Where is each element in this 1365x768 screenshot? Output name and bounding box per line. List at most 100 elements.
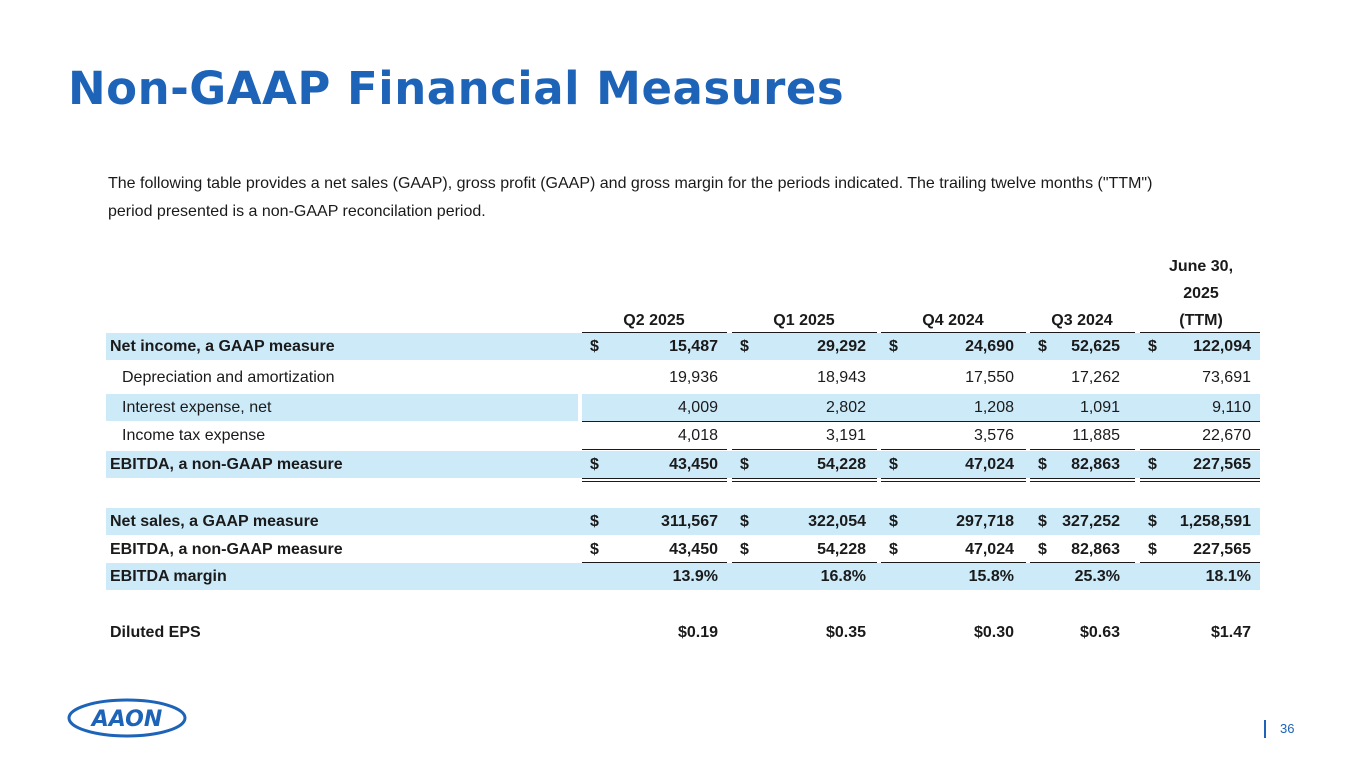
subtotal-underline [582, 449, 727, 450]
col-header-ttm-line1: June 30, [1168, 258, 1234, 275]
value-q3-2024: 52,625 [1071, 338, 1120, 355]
value-ttm: 227,565 [1193, 456, 1251, 473]
total-double-underline [1140, 478, 1260, 482]
value-q1-2025: 2,802 [825, 399, 866, 416]
col-header-q3-2024: Q3 2024 [1051, 312, 1113, 329]
value-q1-2025: 3,191 [825, 427, 866, 444]
value-ttm: $1.47 [1210, 624, 1251, 641]
value-q3-2024: 25.3% [1074, 568, 1120, 585]
row-depreciation: Depreciation and amortization 19,936 18,94… [106, 364, 1260, 391]
page-title: Non-GAAP Financial Measures [68, 62, 845, 115]
value-q4-2024: 47,024 [965, 541, 1014, 558]
margin-underline [732, 562, 877, 563]
value-q2-2025: 19,936 [669, 369, 718, 386]
subtotal-underline [1030, 449, 1135, 450]
page-number: 36 [1280, 721, 1295, 736]
value-q3-2024: 327,252 [1062, 513, 1120, 530]
intro-paragraph: The following table provides a net sales… [108, 175, 1153, 220]
currency-symbol: $ [590, 513, 599, 530]
value-q4-2024: 1,208 [973, 399, 1014, 416]
currency-symbol: $ [1148, 513, 1157, 530]
value-q2-2025: 43,450 [669, 456, 718, 473]
value-q1-2025: $0.35 [825, 624, 866, 641]
margin-underline [1140, 562, 1260, 563]
row-ebitda-margin: EBITDA margin 13.9% 16.8% 15.8% 25.3% 18.1% [106, 563, 1260, 590]
value-q3-2024: 11,885 [1072, 427, 1120, 444]
subtotal-underline [732, 449, 877, 450]
total-double-underline [881, 478, 1026, 482]
currency-symbol: $ [1038, 338, 1047, 355]
header-underline [1030, 332, 1135, 333]
value-q2-2025: 4,018 [677, 427, 718, 444]
currency-symbol: $ [1148, 541, 1157, 558]
value-q4-2024: 15.8% [968, 568, 1014, 585]
row-interest: Interest expense, net 4,009 2,802 1,208 1,09… [106, 394, 1260, 421]
value-q1-2025: 54,228 [817, 541, 866, 558]
row-income-tax: Income tax expense 4,018 3,191 3,576 11,885 2… [106, 422, 1260, 449]
row-ebitda-2: EBITDA, a non-GAAP measure $43,450 $54,228… [106, 536, 1260, 563]
currency-symbol: $ [1038, 456, 1047, 473]
value-q2-2025: 43,450 [669, 541, 718, 558]
value-q2-2025: 13.9% [672, 568, 718, 585]
header-underline [582, 332, 727, 333]
currency-symbol: $ [740, 338, 749, 355]
row-label: EBITDA, a non-GAAP measure [110, 541, 343, 558]
currency-symbol: $ [590, 456, 599, 473]
value-q3-2024: $0.63 [1079, 624, 1120, 641]
currency-symbol: $ [1148, 456, 1157, 473]
logo-text: AAON [90, 707, 163, 732]
value-q3-2024: 82,863 [1071, 541, 1120, 558]
value-q1-2025: 16.8% [820, 568, 866, 585]
col-header-q2-2025: Q2 2025 [623, 312, 685, 329]
col-header-q1-2025: Q1 2025 [773, 312, 835, 329]
aaon-logo: AAON [67, 698, 187, 738]
value-ttm: 22,670 [1202, 427, 1251, 444]
value-q2-2025: 4,009 [677, 399, 718, 416]
currency-symbol: $ [740, 513, 749, 530]
value-ttm: 18.1% [1205, 568, 1251, 585]
value-q1-2025: 54,228 [817, 456, 866, 473]
value-q4-2024: $0.30 [973, 624, 1014, 641]
value-q4-2024: 297,718 [956, 513, 1014, 530]
value-q3-2024: 17,262 [1071, 369, 1120, 386]
value-ttm: 1,258,591 [1179, 513, 1251, 530]
header-underline [1140, 332, 1260, 333]
margin-underline [582, 562, 727, 563]
value-q4-2024: 17,550 [965, 369, 1014, 386]
logo-ellipse [67, 698, 187, 738]
row-label: EBITDA margin [110, 568, 227, 585]
header-underline [732, 332, 877, 333]
currency-symbol: $ [590, 338, 599, 355]
col-header-ttm-line2: 2025 [1183, 285, 1219, 302]
value-q3-2024: 1,091 [1079, 399, 1120, 416]
band-gap [578, 394, 582, 421]
row-label: Interest expense, net [122, 399, 272, 416]
total-double-underline [1030, 478, 1135, 482]
value-q4-2024: 24,690 [965, 338, 1014, 355]
margin-underline [1030, 562, 1135, 563]
currency-symbol: $ [889, 338, 898, 355]
currency-symbol: $ [889, 513, 898, 530]
currency-symbol: $ [1148, 338, 1157, 355]
currency-symbol: $ [740, 456, 749, 473]
value-q3-2024: 82,863 [1071, 456, 1120, 473]
value-q4-2024: 47,024 [965, 456, 1014, 473]
currency-symbol: $ [1038, 541, 1047, 558]
value-ttm: 122,094 [1193, 338, 1251, 355]
currency-symbol: $ [740, 541, 749, 558]
currency-symbol: $ [1038, 513, 1047, 530]
currency-symbol: $ [590, 541, 599, 558]
row-label: Depreciation and amortization [122, 369, 335, 386]
row-ebitda: EBITDA, a non-GAAP measure $43,450 $54,228… [106, 451, 1260, 478]
subtotal-underline [1140, 449, 1260, 450]
row-net-income: Net income, a GAAP measure $15,487 $29,292… [106, 333, 1260, 360]
currency-symbol: $ [889, 456, 898, 473]
col-header-ttm-line3: (TTM) [1179, 312, 1223, 329]
value-q4-2024: 3,576 [973, 427, 1014, 444]
subtotal-underline [881, 449, 1026, 450]
row-label: Net income, a GAAP measure [110, 338, 335, 355]
total-double-underline [732, 478, 877, 482]
row-label: Net sales, a GAAP measure [110, 513, 319, 530]
value-q1-2025: 18,943 [817, 369, 866, 386]
value-q2-2025: 15,487 [669, 338, 718, 355]
